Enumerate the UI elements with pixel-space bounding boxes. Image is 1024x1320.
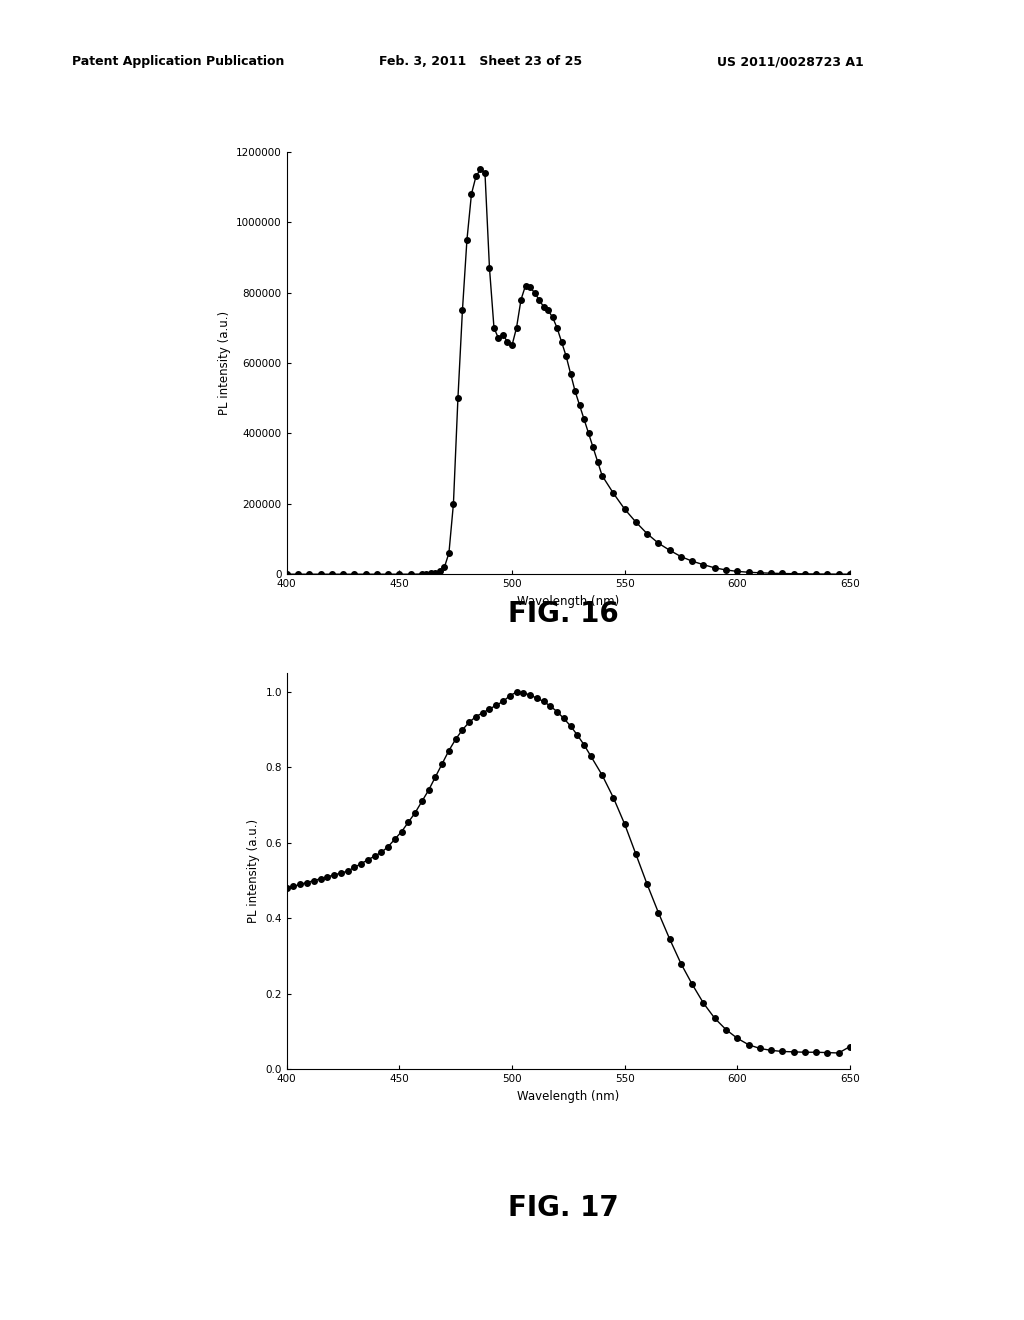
Y-axis label: PL intensity (a.u.): PL intensity (a.u.): [247, 820, 260, 923]
X-axis label: Wavelength (nm): Wavelength (nm): [517, 594, 620, 607]
Text: FIG. 17: FIG. 17: [508, 1193, 618, 1222]
Y-axis label: PL intensity (a.u.): PL intensity (a.u.): [217, 312, 230, 414]
Text: Feb. 3, 2011   Sheet 23 of 25: Feb. 3, 2011 Sheet 23 of 25: [379, 55, 582, 69]
Text: Patent Application Publication: Patent Application Publication: [72, 55, 284, 69]
Text: FIG. 16: FIG. 16: [508, 599, 618, 628]
X-axis label: Wavelength (nm): Wavelength (nm): [517, 1089, 620, 1102]
Text: US 2011/0028723 A1: US 2011/0028723 A1: [717, 55, 863, 69]
